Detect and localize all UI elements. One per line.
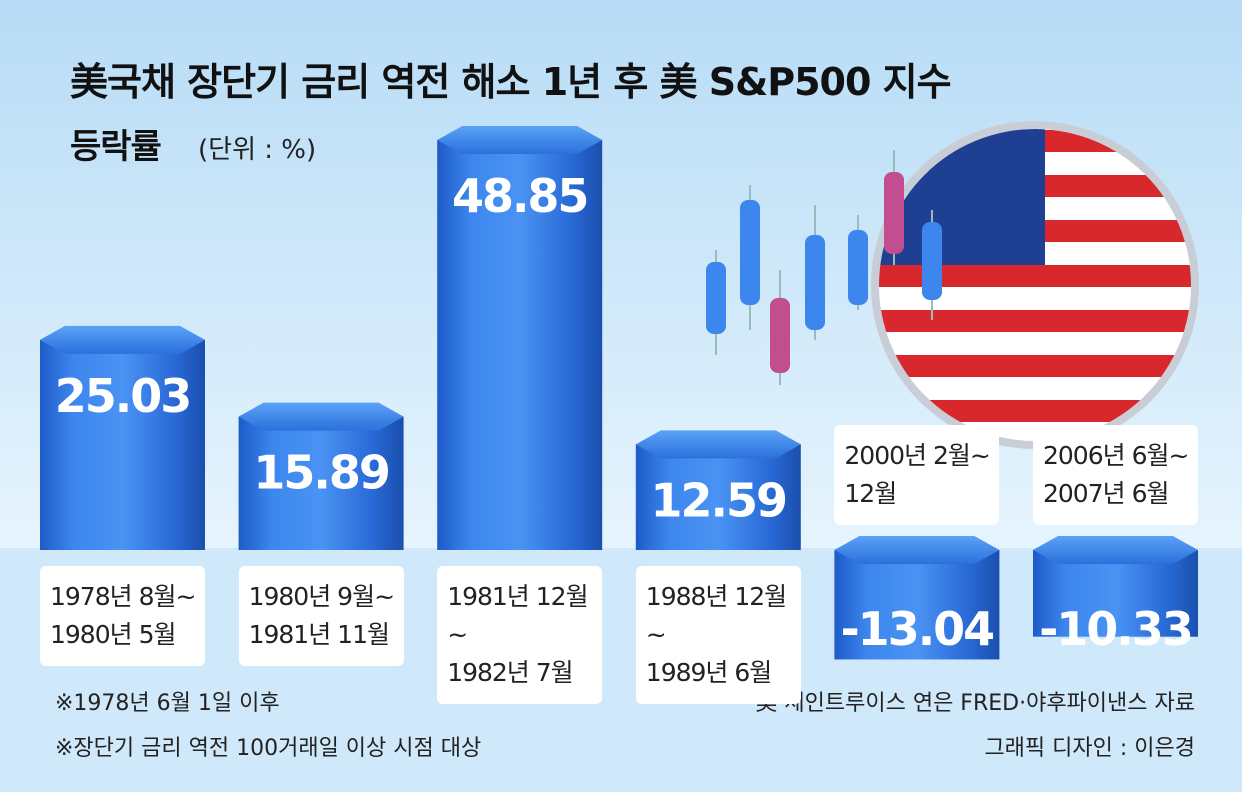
value-label: -10.33 — [1039, 602, 1192, 656]
note: ※1978년 6월 1일 이후 — [55, 691, 280, 716]
bar-cap — [40, 325, 205, 354]
value-label: 15.89 — [253, 446, 389, 500]
category-label: 1988년 12월~ 1989년 6월 — [635, 566, 801, 704]
credit: 그래픽 디자인 : 이은경 — [984, 736, 1195, 761]
flag-decoration — [706, 121, 1199, 449]
chart-title: 美국채 장단기 금리 역전 해소 1년 후 美 S&P500 지수 — [70, 60, 951, 104]
bar — [635, 444, 801, 550]
category-label: 1978년 8월~ 1980년 5월 — [40, 566, 205, 666]
category-label: 2006년 6월~ 2007년 6월 — [1033, 425, 1198, 525]
bar — [238, 416, 404, 550]
bar — [40, 339, 205, 550]
value-label: 12.59 — [651, 473, 787, 527]
value-label: 48.85 — [452, 169, 588, 223]
bar-cap — [238, 402, 404, 431]
bar — [437, 140, 603, 550]
category-label: 1980년 9월~ 1981년 11월 — [238, 566, 404, 666]
source: 美 세인트루이스 연은 FRED·야후파이낸스 자료 — [755, 691, 1195, 716]
value-label: 25.03 — [55, 369, 191, 423]
bar-cap — [834, 536, 1000, 564]
category-label: 2000년 2월~ 12월 — [834, 425, 1000, 525]
category-label: 1981년 12월~ 1982년 7월 — [437, 566, 603, 704]
unit-label: (단위 : %) — [198, 135, 316, 165]
bar-cap — [437, 126, 603, 154]
bar-cap — [635, 430, 801, 459]
note: ※장단기 금리 역전 100거래일 이상 시점 대상 — [55, 736, 481, 761]
bar — [834, 550, 1000, 660]
chart-subtitle: 등락률 — [70, 127, 162, 167]
bar-cap — [1033, 536, 1198, 564]
value-label: -13.04 — [841, 602, 994, 656]
bar — [1033, 550, 1198, 637]
